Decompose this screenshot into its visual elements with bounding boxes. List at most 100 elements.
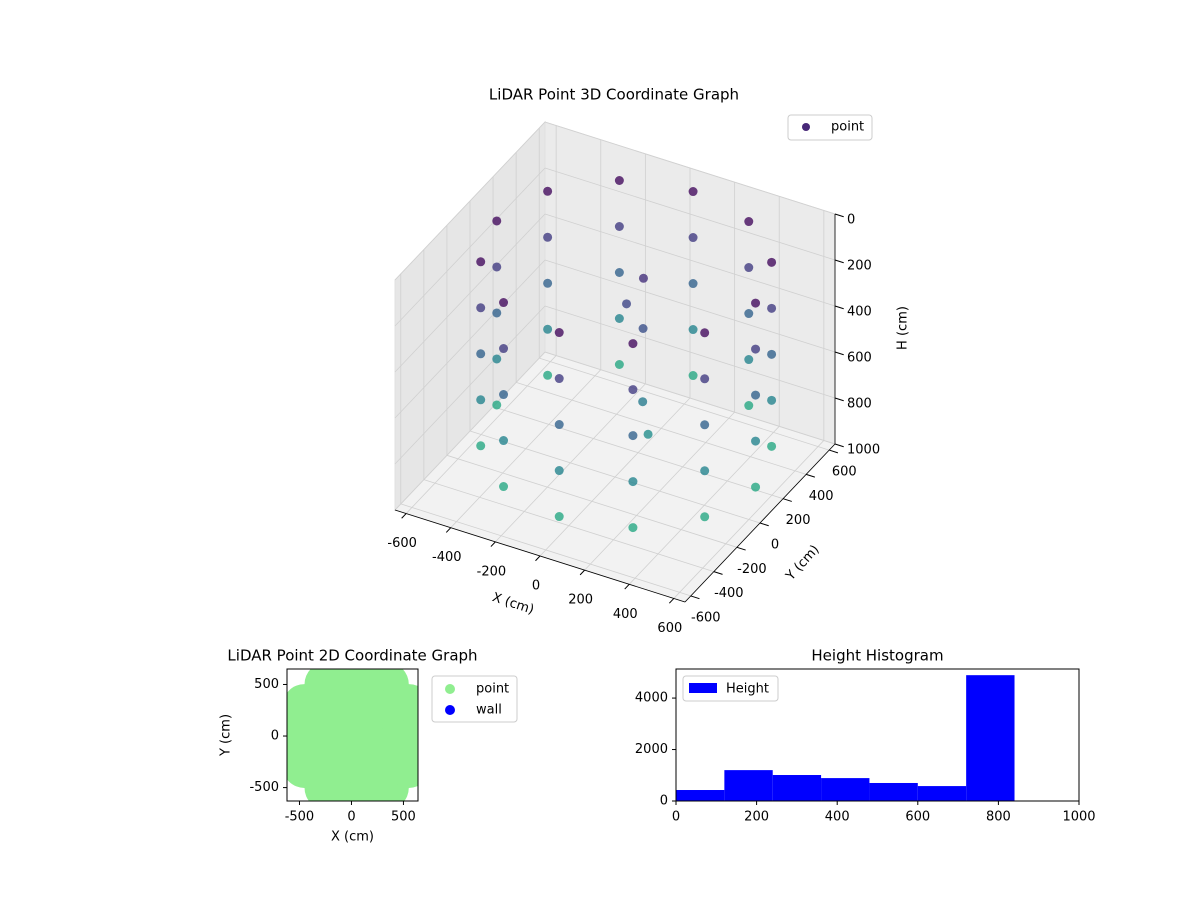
tick-mark (535, 555, 541, 562)
point (628, 523, 638, 533)
legend-label: point (476, 682, 509, 697)
point (751, 390, 761, 400)
y-tick-label: 0 (660, 794, 668, 809)
point (700, 420, 710, 430)
y-tick-label: 4000 (635, 691, 668, 706)
point (554, 512, 564, 522)
point (638, 324, 648, 333)
x-tick-label: 200 (568, 593, 593, 608)
point (476, 349, 486, 359)
tick-mark (759, 522, 769, 527)
point (334, 714, 379, 759)
grid-line (469, 430, 761, 524)
point (543, 232, 553, 242)
tick-mark (834, 397, 844, 402)
point (476, 303, 486, 313)
y-tick-label: 400 (809, 489, 834, 504)
tick-mark (834, 443, 844, 448)
y-tick-label: 200 (786, 513, 811, 528)
tick-mark (834, 213, 844, 218)
point (543, 370, 553, 380)
point (628, 339, 638, 349)
legend-marker (802, 123, 810, 131)
tick-mark (834, 305, 844, 310)
grid-line (544, 351, 836, 445)
point (688, 187, 698, 197)
y-axis-line (684, 443, 836, 603)
point (751, 344, 761, 354)
z-tick-label: 800 (847, 397, 872, 412)
point (638, 397, 648, 407)
point (492, 308, 502, 318)
y-tick-label: -400 (714, 586, 744, 601)
bar (821, 778, 870, 801)
point (744, 263, 754, 273)
point (543, 324, 553, 334)
x-tick-label: 500 (391, 810, 416, 825)
point (499, 344, 509, 354)
bar (869, 782, 918, 801)
x-tick-label: 600 (657, 621, 682, 636)
x-tick-label: 400 (613, 607, 638, 622)
tick-mark (806, 473, 816, 478)
x-tick-label: 400 (825, 810, 850, 825)
point (744, 217, 754, 227)
legend-label: point (831, 120, 864, 135)
point (614, 360, 624, 370)
grid-line (492, 406, 784, 500)
tick-mark (401, 513, 407, 519)
y-tick-label: 0 (771, 538, 779, 553)
point (744, 309, 754, 319)
x-tick-label: 200 (744, 810, 769, 825)
z-tick-label: 400 (847, 305, 872, 320)
point (700, 374, 710, 384)
legend-label: Height (726, 682, 769, 697)
y-tick-label: -200 (737, 562, 767, 577)
plot-frame (675, 668, 1080, 802)
point (492, 354, 502, 364)
z-tick-label: 600 (847, 351, 872, 366)
grid-line (394, 305, 546, 465)
point (476, 257, 486, 267)
point (499, 482, 509, 492)
point (476, 395, 486, 405)
chart-title: Height Histogram (811, 647, 943, 665)
legend-box (787, 114, 873, 141)
legend-label: wall (476, 703, 502, 718)
y-tick-label: -500 (249, 780, 279, 795)
tick-mark (668, 598, 675, 604)
point (751, 482, 761, 492)
point (767, 257, 777, 267)
chart-title: LiDAR Point 2D Coordinate Graph (227, 647, 477, 665)
point (476, 441, 486, 451)
point (492, 262, 502, 272)
y-tick-label: 600 (832, 465, 857, 480)
point (744, 355, 754, 365)
point (700, 328, 710, 338)
point (700, 512, 710, 522)
point (751, 298, 761, 308)
x-axis-label: X (cm) (331, 830, 374, 845)
legend-box (431, 675, 518, 723)
bar (724, 770, 773, 801)
tick-mark (782, 498, 792, 502)
y-tick-label: 2000 (635, 742, 668, 757)
grid-line (544, 121, 836, 215)
point (767, 349, 777, 359)
z-tick-label: 1000 (847, 443, 880, 458)
point (614, 176, 624, 186)
point (499, 298, 509, 308)
bar (966, 675, 1015, 801)
point (554, 420, 564, 430)
x-tick-label: 800 (986, 810, 1011, 825)
tick-mark (624, 583, 630, 590)
z-tick-label: 0 (847, 213, 855, 228)
z-axis-label: H (cm) (896, 306, 911, 350)
point (492, 400, 502, 410)
tick-mark (834, 351, 844, 356)
x-tick-label: -400 (432, 550, 462, 565)
point (543, 186, 553, 196)
point (492, 216, 502, 226)
point (688, 233, 698, 243)
